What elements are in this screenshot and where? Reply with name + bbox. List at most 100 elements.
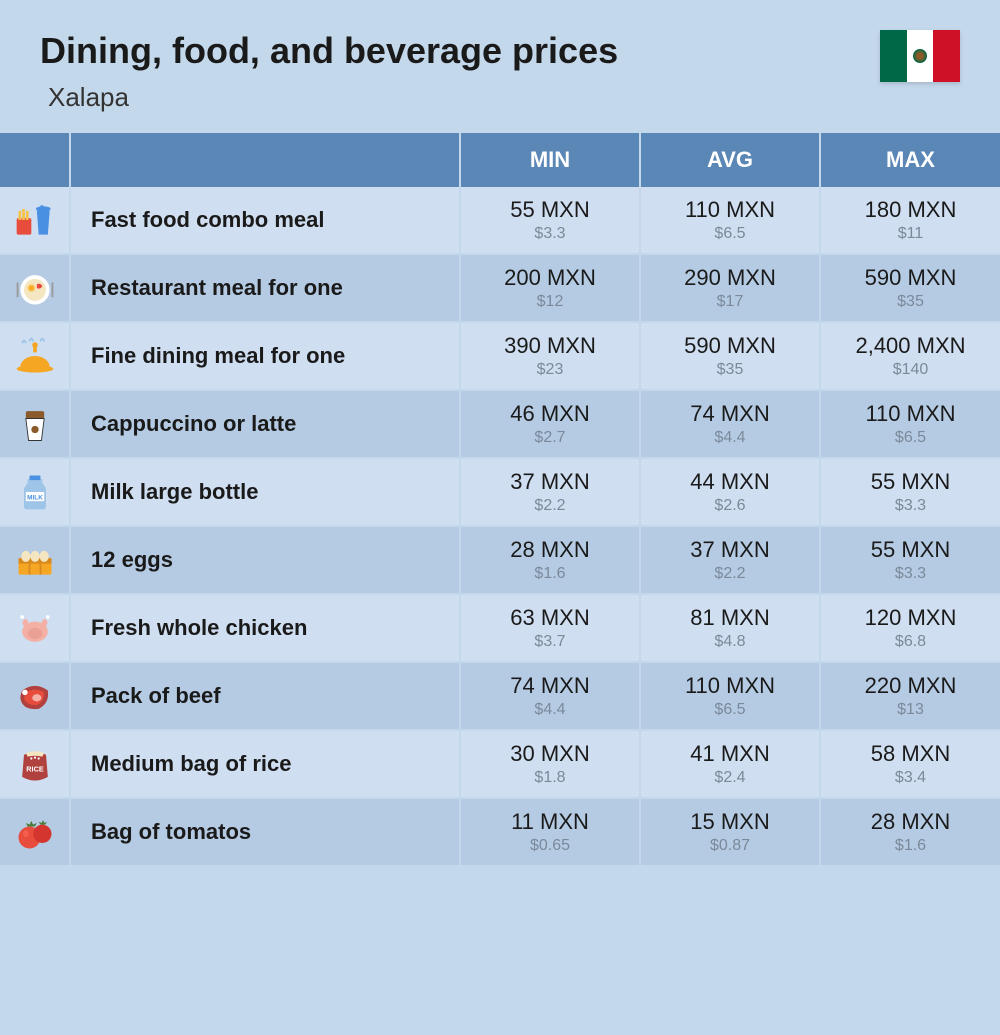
item-label-cell: Bag of tomatos [70, 798, 460, 866]
item-label-cell: Restaurant meal for one [70, 254, 460, 322]
col-header-max: MAX [820, 133, 1000, 187]
price-min-cell: 63 MXN $3.7 [460, 594, 640, 662]
price-min-local: 390 MXN [461, 333, 639, 359]
beef-icon [0, 662, 70, 730]
item-label: Medium bag of rice [91, 751, 459, 777]
price-min-local: 28 MXN [461, 537, 639, 563]
fine-dining-icon [0, 322, 70, 390]
price-min-cell: 74 MXN $4.4 [460, 662, 640, 730]
price-avg-local: 110 MXN [641, 197, 819, 223]
price-max-local: 120 MXN [821, 605, 1000, 631]
price-min-cell: 11 MXN $0.65 [460, 798, 640, 866]
item-label-cell: Fine dining meal for one [70, 322, 460, 390]
price-max-cell: 220 MXN$13 [820, 662, 1000, 730]
col-header-icon [0, 133, 70, 187]
col-header-item [70, 133, 460, 187]
svg-text:RICE: RICE [26, 764, 44, 773]
price-min-usd: $4.4 [461, 701, 639, 719]
item-label-cell: Pack of beef [70, 662, 460, 730]
price-min-cell: 37 MXN $2.2 [460, 458, 640, 526]
price-min-local: 11 MXN [461, 809, 639, 835]
price-avg-usd: $4.4 [641, 429, 819, 447]
price-min-local: 63 MXN [461, 605, 639, 631]
city-name: Xalapa [40, 82, 618, 113]
price-max-local: 58 MXN [821, 741, 1000, 767]
price-avg-local: 590 MXN [641, 333, 819, 359]
price-max-usd: $11 [821, 225, 1000, 243]
price-min-cell: 46 MXN$2.7 [460, 390, 640, 458]
tomatoes-icon [0, 798, 70, 866]
item-label-cell: Medium bag of rice [70, 730, 460, 798]
price-max-usd: $3.4 [821, 769, 1000, 787]
price-avg-usd: $6.5 [641, 701, 819, 719]
price-min-usd: $1.6 [461, 565, 639, 583]
col-header-avg: AVG [640, 133, 820, 187]
title-block: Dining, food, and beverage prices Xalapa [40, 30, 618, 113]
price-min-usd: $0.65 [461, 837, 639, 855]
price-avg-local: 44 MXN [641, 469, 819, 495]
table-row: Pack of beef74 MXN $4.4110 MXN $6.5220 MXN… [0, 662, 1000, 730]
price-min-cell: 30 MXN$1.8 [460, 730, 640, 798]
table-row: Bag of tomatos11 MXN$0.6515 MXN$0.8728 M… [0, 798, 1000, 866]
price-max-usd: $3.3 [821, 565, 1000, 583]
svg-text:MILK: MILK [27, 494, 43, 501]
price-avg-usd: $6.5 [641, 225, 819, 243]
eggs-icon [0, 526, 70, 594]
item-label-cell: 12 eggs [70, 526, 460, 594]
prices-table: MIN AVG MAX Fast food combo meal 55 MXN $3… [0, 133, 1000, 867]
item-label-cell: Milk large bottle [70, 458, 460, 526]
table-row: Fresh whole chicken63 MXN $3.781 MXN$4.81… [0, 594, 1000, 662]
price-min-usd: $2.2 [461, 497, 639, 515]
price-avg-cell: 44 MXN $2.6 [640, 458, 820, 526]
page-title: Dining, food, and beverage prices [40, 30, 618, 72]
price-min-usd: $3.7 [461, 633, 639, 651]
price-avg-usd: $35 [641, 361, 819, 379]
price-avg-usd: $2.6 [641, 497, 819, 515]
item-label: 12 eggs [91, 547, 459, 573]
price-max-usd: $35 [821, 293, 1000, 311]
price-avg-local: 290 MXN [641, 265, 819, 291]
table-body: Fast food combo meal 55 MXN $3.3 110 MXN $6.… [0, 187, 1000, 866]
header: Dining, food, and beverage prices Xalapa [0, 0, 1000, 133]
price-min-cell: 55 MXN$3.3 [460, 187, 640, 254]
table-header: MIN AVG MAX [0, 133, 1000, 187]
price-avg-usd: $17 [641, 293, 819, 311]
table-row: Cappuccino or latte46 MXN$2.774 MXN$4.41… [0, 390, 1000, 458]
item-label: Pack of beef [91, 683, 459, 709]
table-row: MILK Milk large bottle37 MXN $2.244 MXN $2.… [0, 458, 1000, 526]
price-min-local: 200 MXN [461, 265, 639, 291]
item-label: Bag of tomatos [91, 819, 459, 845]
price-avg-cell: 37 MXN$2.2 [640, 526, 820, 594]
price-min-usd: $23 [461, 361, 639, 379]
chicken-icon [0, 594, 70, 662]
price-max-cell: 55 MXN$3.3 [820, 526, 1000, 594]
price-max-local: 180 MXN [821, 197, 1000, 223]
item-label: Fresh whole chicken [91, 615, 459, 641]
price-avg-usd: $4.8 [641, 633, 819, 651]
price-avg-local: 37 MXN [641, 537, 819, 563]
price-min-cell: 28 MXN $1.6 [460, 526, 640, 594]
price-min-usd: $12 [461, 293, 639, 311]
item-label: Fast food combo meal [91, 207, 459, 233]
price-max-cell: 2,400 MXN$140 [820, 322, 1000, 390]
price-min-usd: $1.8 [461, 769, 639, 787]
price-avg-cell: 81 MXN$4.8 [640, 594, 820, 662]
item-label: Milk large bottle [91, 479, 459, 505]
milk-bottle-icon: MILK [0, 458, 70, 526]
item-label-cell: Fast food combo meal [70, 187, 460, 254]
price-max-usd: $3.3 [821, 497, 1000, 515]
rice-bag-icon: RICE [0, 730, 70, 798]
price-avg-local: 110 MXN [641, 673, 819, 699]
price-avg-cell: 290 MXN $17 [640, 254, 820, 322]
price-max-usd: $6.5 [821, 429, 1000, 447]
item-label-cell: Cappuccino or latte [70, 390, 460, 458]
price-max-local: 220 MXN [821, 673, 1000, 699]
item-label: Cappuccino or latte [91, 411, 459, 437]
price-min-local: 74 MXN [461, 673, 639, 699]
price-max-cell: 55 MXN $3.3 [820, 458, 1000, 526]
restaurant-meal-icon [0, 254, 70, 322]
price-min-local: 37 MXN [461, 469, 639, 495]
price-max-local: 55 MXN [821, 469, 1000, 495]
price-min-cell: 200 MXN $12 [460, 254, 640, 322]
price-avg-cell: 41 MXN$2.4 [640, 730, 820, 798]
